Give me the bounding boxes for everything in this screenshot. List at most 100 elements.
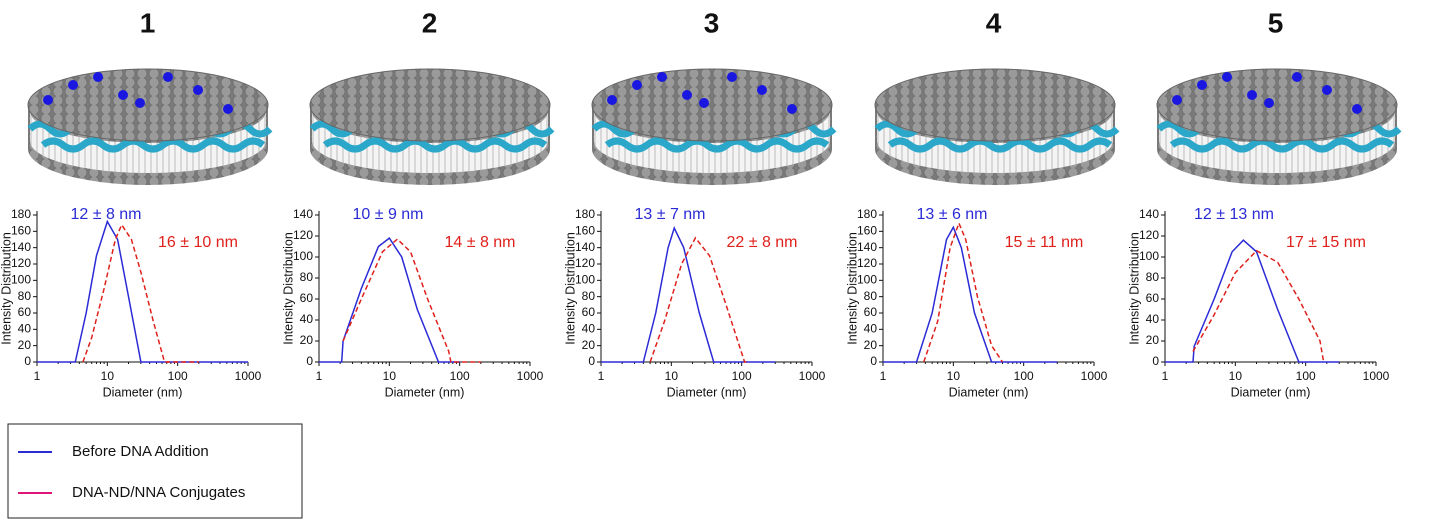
y-tick-label: 100 — [575, 273, 595, 287]
x-tick-label: 100 — [732, 369, 752, 383]
y-tick-label: 60 — [864, 305, 878, 319]
y-tick-label: 140 — [575, 240, 595, 254]
y-tick-label: 80 — [582, 289, 596, 303]
x-tick-label: 10 — [383, 369, 397, 383]
x-tick-label: 1000 — [1363, 369, 1390, 383]
series-annotation: 17 ± 15 nm — [1286, 234, 1366, 251]
x-axis-label: Diameter (nm) — [1231, 385, 1311, 399]
y-axis-label: Intensity Distribution — [0, 232, 13, 345]
x-axis-label: Diameter (nm) — [103, 385, 183, 399]
y-tick-label: 160 — [575, 224, 595, 238]
series-line — [1193, 251, 1324, 362]
x-tick-label: 1 — [316, 369, 323, 383]
series-annotation: 12 ± 8 nm — [70, 206, 141, 223]
x-tick-label: 1000 — [799, 369, 826, 383]
y-tick-label: 160 — [11, 224, 31, 238]
figure: 10204060801001201401601801101001000Diame… — [0, 0, 1429, 520]
y-tick-label: 180 — [857, 207, 877, 221]
y-tick-label: 80 — [1146, 270, 1160, 284]
y-tick-label: 0 — [1152, 354, 1159, 368]
x-tick-label: 1 — [34, 369, 41, 383]
y-tick-label: 60 — [18, 305, 32, 319]
panel-title: 2 — [422, 7, 438, 38]
y-tick-label: 40 — [1146, 312, 1160, 326]
x-tick-label: 1000 — [1081, 369, 1108, 383]
panel-title: 1 — [140, 7, 156, 38]
y-tick-label: 180 — [575, 207, 595, 221]
panel-title: 4 — [986, 7, 1002, 38]
y-tick-label: 100 — [293, 249, 313, 263]
legend-label: DNA-ND/NNA Conjugates — [72, 484, 245, 501]
y-tick-label: 180 — [11, 207, 31, 221]
y-tick-label: 40 — [18, 322, 32, 336]
y-tick-label: 60 — [582, 305, 596, 319]
y-tick-label: 40 — [582, 322, 596, 336]
y-tick-label: 20 — [18, 338, 32, 352]
x-tick-label: 100 — [450, 369, 470, 383]
nanodisc-illustrations — [28, 69, 1399, 185]
y-axis-label: Intensity Distribution — [1127, 232, 1141, 345]
series-annotation: 12 ± 13 nm — [1194, 206, 1274, 223]
y-tick-label: 120 — [575, 256, 595, 270]
y-tick-label: 140 — [1139, 207, 1159, 221]
y-tick-label: 120 — [11, 256, 31, 270]
series-annotation: 10 ± 9 nm — [352, 206, 423, 223]
x-tick-label: 1 — [1162, 369, 1169, 383]
nanodisc — [1157, 69, 1399, 185]
x-axis-label: Diameter (nm) — [385, 385, 465, 399]
nanodisc — [592, 69, 834, 185]
y-tick-label: 20 — [864, 338, 878, 352]
y-tick-label: 0 — [306, 354, 313, 368]
x-tick-label: 1000 — [235, 369, 262, 383]
x-tick-label: 1000 — [517, 369, 544, 383]
series-annotation: 22 ± 8 nm — [726, 234, 797, 251]
y-tick-label: 20 — [1146, 333, 1160, 347]
y-tick-label: 40 — [300, 312, 314, 326]
y-tick-label: 0 — [870, 354, 877, 368]
x-tick-label: 100 — [1014, 369, 1034, 383]
nanodisc — [310, 69, 552, 185]
y-tick-label: 60 — [1146, 291, 1160, 305]
x-tick-label: 1 — [598, 369, 605, 383]
series-annotation: 13 ± 6 nm — [916, 206, 987, 223]
series-line — [650, 238, 747, 362]
panel-title: 5 — [1268, 7, 1284, 38]
y-tick-label: 100 — [11, 273, 31, 287]
y-tick-label: 120 — [293, 228, 313, 242]
y-tick-label: 40 — [864, 322, 878, 336]
y-tick-label: 0 — [588, 354, 595, 368]
legend-label: Before DNA Addition — [72, 443, 209, 460]
panel-title: 3 — [704, 7, 720, 38]
legend-box — [8, 424, 302, 518]
series-line — [319, 238, 460, 362]
y-tick-label: 160 — [857, 224, 877, 238]
x-tick-label: 10 — [947, 369, 961, 383]
y-axis-label: Intensity Distribution — [281, 232, 295, 345]
y-axis-label: Intensity Distribution — [563, 232, 577, 345]
y-tick-label: 100 — [857, 273, 877, 287]
series-annotation: 14 ± 8 nm — [444, 234, 515, 251]
x-tick-label: 100 — [168, 369, 188, 383]
y-tick-label: 120 — [857, 256, 877, 270]
y-tick-label: 20 — [300, 333, 314, 347]
y-tick-label: 20 — [582, 338, 596, 352]
y-tick-label: 80 — [300, 270, 314, 284]
nanodisc — [28, 69, 270, 185]
x-tick-label: 10 — [1229, 369, 1243, 383]
y-tick-label: 140 — [11, 240, 31, 254]
y-tick-label: 140 — [293, 207, 313, 221]
series-line — [1165, 240, 1339, 362]
y-tick-label: 80 — [864, 289, 878, 303]
series-annotation: 16 ± 10 nm — [158, 234, 238, 251]
x-tick-label: 10 — [101, 369, 115, 383]
y-tick-label: 140 — [857, 240, 877, 254]
y-tick-label: 80 — [18, 289, 32, 303]
series-annotation: 15 ± 11 nm — [1005, 234, 1084, 251]
y-tick-label: 0 — [24, 354, 31, 368]
y-tick-label: 120 — [1139, 228, 1159, 242]
x-axis-label: Diameter (nm) — [667, 385, 747, 399]
x-axis-label: Diameter (nm) — [949, 385, 1029, 399]
x-tick-label: 10 — [665, 369, 679, 383]
series-annotation: 13 ± 7 nm — [634, 206, 705, 223]
nanodisc — [875, 69, 1117, 185]
